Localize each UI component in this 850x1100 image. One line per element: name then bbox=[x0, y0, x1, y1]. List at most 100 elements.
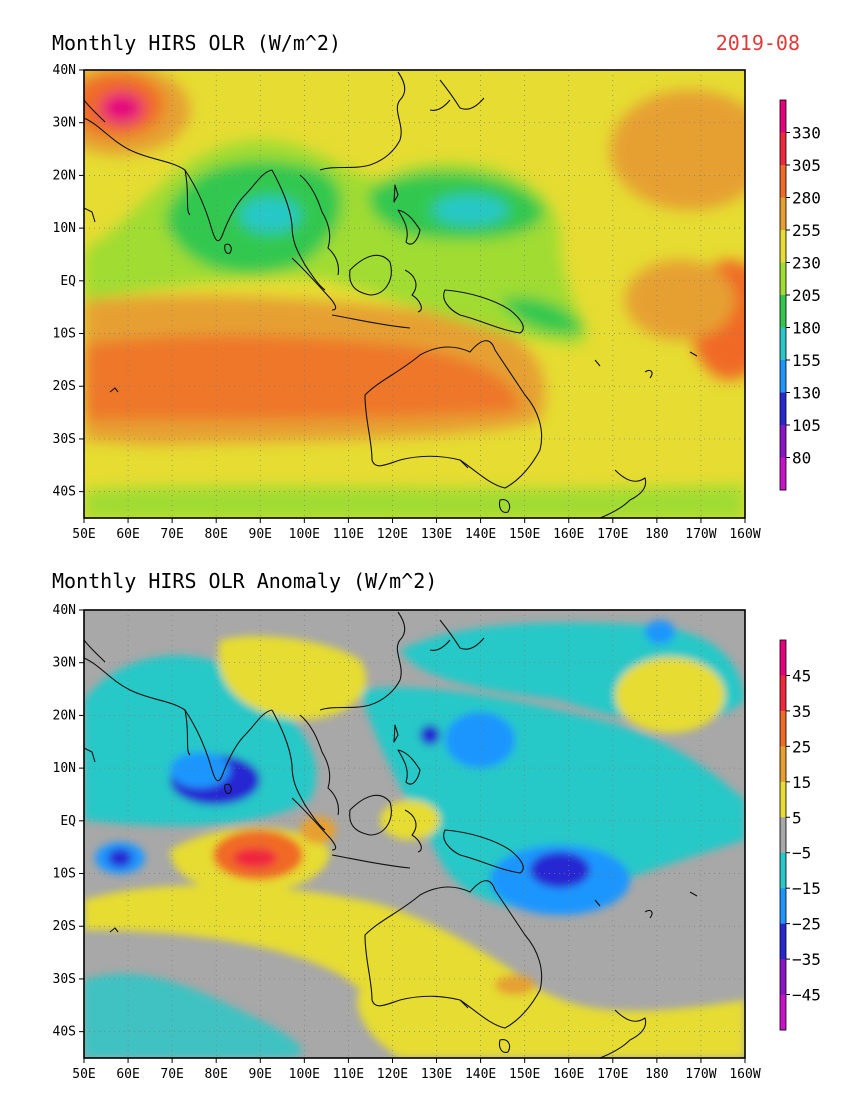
colorbar-label: −25 bbox=[792, 915, 821, 934]
colorbar-segment bbox=[780, 675, 786, 712]
y-tick-label: 40S bbox=[53, 485, 76, 500]
y-tick-label: EQ bbox=[60, 274, 76, 289]
y-tick-label: 40N bbox=[53, 63, 76, 78]
olr-shading bbox=[84, 70, 745, 518]
x-tick-label: 90E bbox=[249, 1067, 272, 1082]
anomaly-colorbar: 45 35 25 15 5 −5 −15 −25 −35 −45 bbox=[779, 639, 821, 1031]
olr-panel-title: Monthly HIRS OLR (W/m^2) bbox=[52, 31, 341, 55]
colorbar-segment bbox=[780, 360, 786, 393]
x-tick-label: 150E bbox=[509, 527, 540, 542]
x-tick-label: 160W bbox=[729, 527, 760, 542]
colorbar-segment bbox=[780, 165, 786, 198]
date-label: 2019-08 bbox=[716, 31, 800, 55]
y-tick-label: 10S bbox=[53, 867, 76, 882]
x-tick-label: 130E bbox=[421, 1067, 452, 1082]
x-tick-label: 160W bbox=[729, 1067, 760, 1082]
colorbar-label: 205 bbox=[792, 286, 821, 305]
colorbar-label: 255 bbox=[792, 221, 821, 240]
colorbar-label: 230 bbox=[792, 254, 821, 273]
x-tick-label: 160E bbox=[553, 1067, 584, 1082]
colorbar-label: −45 bbox=[792, 986, 821, 1005]
colorbar-segment bbox=[780, 640, 786, 676]
colorbar-segment bbox=[780, 852, 786, 889]
colorbar-label: 330 bbox=[792, 124, 821, 143]
x-tick-label: 60E bbox=[116, 1067, 139, 1082]
colorbar-frame bbox=[779, 639, 787, 1031]
anomaly-gridlines bbox=[84, 610, 745, 1058]
x-tick-label: 100E bbox=[289, 1067, 320, 1082]
y-tick-label: 30S bbox=[53, 972, 76, 987]
x-tick-label: 170W bbox=[685, 1067, 716, 1082]
x-tick-label: 170W bbox=[685, 527, 716, 542]
colorbar-label: 45 bbox=[792, 666, 811, 685]
x-tick-label: 140E bbox=[465, 1067, 496, 1082]
colorbar-segment bbox=[780, 327, 786, 361]
colorbar-label: 105 bbox=[792, 416, 821, 435]
x-tick-label: 140E bbox=[465, 527, 496, 542]
colorbar-segment bbox=[780, 392, 786, 426]
colorbar-label: −5 bbox=[792, 844, 811, 863]
y-tick-label: 40S bbox=[53, 1025, 76, 1040]
x-tick-label: 150E bbox=[509, 1067, 540, 1082]
x-tick-label: 80E bbox=[204, 527, 227, 542]
colorbar-segment bbox=[780, 197, 786, 231]
y-tick-label: 30N bbox=[53, 656, 76, 671]
x-tick-label: 100E bbox=[289, 527, 320, 542]
x-tick-label: 50E bbox=[72, 527, 95, 542]
colorbar-label: 80 bbox=[792, 449, 811, 468]
colorbar-segment bbox=[780, 262, 786, 296]
x-tick-label: 120E bbox=[377, 527, 408, 542]
colorbar-segment bbox=[780, 100, 786, 133]
x-tick-label: 70E bbox=[160, 1067, 183, 1082]
y-tick-label: 20S bbox=[53, 379, 76, 394]
y-tick-label: 20S bbox=[53, 919, 76, 934]
colorbar-segment bbox=[780, 923, 786, 960]
y-tick-label: 30S bbox=[53, 432, 76, 447]
colorbar-segment bbox=[780, 710, 786, 747]
colorbar-label: 180 bbox=[792, 319, 821, 338]
colorbar-label: 130 bbox=[792, 384, 821, 403]
y-tick-label: 10N bbox=[53, 761, 76, 776]
anomaly-axis-ticks: 50E 60E 70E 80E 90E 100E 110E 120E 130E 140E 150E 1… bbox=[53, 603, 761, 1082]
colorbar-segment bbox=[780, 457, 786, 491]
x-tick-label: 80E bbox=[204, 1067, 227, 1082]
colorbar-label: 35 bbox=[792, 702, 811, 721]
colorbar-segment bbox=[780, 994, 786, 1031]
colorbar-segment bbox=[780, 425, 786, 458]
olr-colorbar: 330 305 280 255 230 205 180 155 130 105 80 bbox=[779, 99, 821, 491]
y-tick-label: 10S bbox=[53, 327, 76, 342]
anomaly-panel-title: Monthly HIRS OLR Anomaly (W/m^2) bbox=[52, 569, 437, 593]
x-tick-label: 170E bbox=[597, 527, 628, 542]
colorbar-segment bbox=[780, 817, 786, 854]
colorbar-label: 280 bbox=[792, 189, 821, 208]
y-tick-label: 10N bbox=[53, 221, 76, 236]
colorbar-label: 305 bbox=[792, 156, 821, 175]
y-tick-label: 30N bbox=[53, 116, 76, 131]
x-tick-label: 180 bbox=[645, 1067, 668, 1082]
colorbar-label: 25 bbox=[792, 737, 811, 756]
colorbar-segment bbox=[780, 781, 786, 818]
colorbar-segment bbox=[780, 746, 786, 783]
olr-map-frame bbox=[83, 69, 746, 519]
x-tick-label: 180 bbox=[645, 527, 668, 542]
olr-gridlines bbox=[84, 70, 745, 518]
colorbar-segment bbox=[780, 888, 786, 925]
x-tick-label: 120E bbox=[377, 1067, 408, 1082]
colorbar-label: 5 bbox=[792, 808, 802, 827]
x-tick-label: 110E bbox=[333, 1067, 364, 1082]
colorbar-segment bbox=[780, 230, 786, 263]
olr-axis-ticks: 50E 60E 70E 80E 90E 100E 110E 120E 130E 140E 150E 1… bbox=[53, 63, 761, 542]
colorbar-segment bbox=[780, 959, 786, 996]
y-tick-label: 20N bbox=[53, 168, 76, 183]
anomaly-map-frame bbox=[83, 609, 746, 1059]
x-tick-label: 110E bbox=[333, 527, 364, 542]
colorbar-segment bbox=[780, 295, 786, 328]
x-tick-label: 70E bbox=[160, 527, 183, 542]
colorbar-label: −35 bbox=[792, 950, 821, 969]
olr-map: 50E 60E 70E 80E 90E 100E 110E 120E 130E 140E 150E 1… bbox=[53, 63, 761, 542]
x-tick-label: 170E bbox=[597, 1067, 628, 1082]
x-tick-label: 130E bbox=[421, 527, 452, 542]
x-tick-label: 160E bbox=[553, 527, 584, 542]
y-tick-label: 20N bbox=[53, 708, 76, 723]
